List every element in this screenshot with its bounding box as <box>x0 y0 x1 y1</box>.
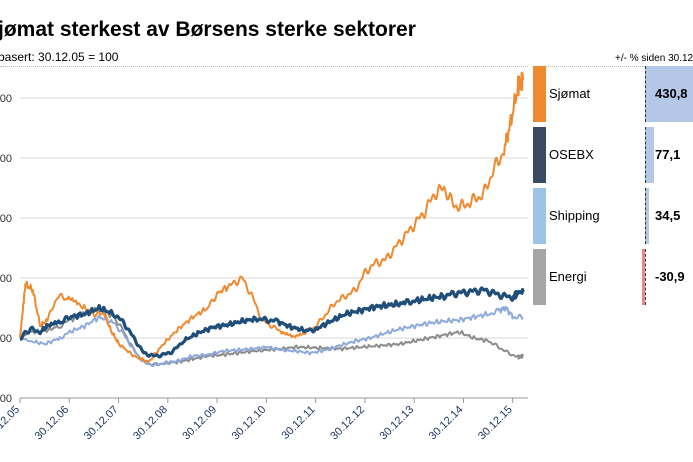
x-tick-label: 30.12.14 <box>427 404 466 443</box>
x-tick-label: 0.12.05 <box>0 404 22 438</box>
legend-change-bar <box>645 127 654 183</box>
legend-swatch <box>533 66 546 122</box>
series-line-shipping <box>19 305 524 367</box>
divider <box>0 66 528 67</box>
x-tick-label: 30.12.12 <box>328 404 367 443</box>
legend-item-shipping: Shipping 34,5 <box>533 188 693 244</box>
legend-value: 430,8 <box>655 86 688 101</box>
legend-swatch <box>533 188 546 244</box>
y-tick-label: 00 <box>0 273 12 285</box>
y-tick-label: 00 <box>0 93 12 105</box>
series-line-osebx <box>19 286 525 359</box>
legend-swatch <box>533 249 546 305</box>
legend-item-energi: Energi -30,9 <box>533 249 693 305</box>
legend-item-osebx: OSEBX 77,1 <box>533 127 693 183</box>
x-tick-label: 30.12.06 <box>33 404 72 443</box>
legend-change-bar <box>645 188 649 244</box>
x-tick-label: 30.12.13 <box>378 404 417 443</box>
legend-item-sjomat: Sjømat 430,8 <box>533 66 693 122</box>
x-tick-label: 30.12.07 <box>82 404 121 443</box>
x-tick-label: 30.12.08 <box>131 404 170 443</box>
series-line-energi <box>19 306 525 367</box>
legend-label: Sjømat <box>549 86 591 101</box>
legend-value: 34,5 <box>655 208 681 223</box>
chart-subtitle: basert: 30.12.05 = 100 <box>0 50 119 64</box>
x-tick-label: 30.12.15 <box>476 404 515 443</box>
legend-change-bar <box>645 66 693 122</box>
x-tick-label: 30.12.11 <box>280 404 318 442</box>
chart-title: jømat sterkest av Børsens sterke sektore… <box>0 18 416 41</box>
legend-zero-line <box>645 249 646 305</box>
legend-zero-line <box>645 127 646 183</box>
y-tick-label: 00 <box>0 393 12 405</box>
legend-label: OSEBX <box>549 147 594 162</box>
x-tick-label: 30.12.10 <box>230 404 269 443</box>
legend-label: Energi <box>549 269 587 284</box>
x-tick-label: 30.12.09 <box>180 404 219 443</box>
series-line-sjomat <box>19 71 525 364</box>
legend-change-bar <box>641 249 645 305</box>
y-tick-label: 00 <box>0 153 12 165</box>
legend-zero-line <box>645 188 646 244</box>
divider <box>540 66 693 67</box>
legend-value: 77,1 <box>655 147 681 162</box>
y-tick-label: 00 <box>0 333 12 345</box>
change-note: +/- % siden 30.12 <box>615 53 693 64</box>
y-tick-label: 00 <box>0 213 12 225</box>
legend-label: Shipping <box>549 208 600 223</box>
legend-value: -30,9 <box>655 269 685 284</box>
legend-zero-line <box>645 66 646 122</box>
legend-swatch <box>533 127 546 183</box>
